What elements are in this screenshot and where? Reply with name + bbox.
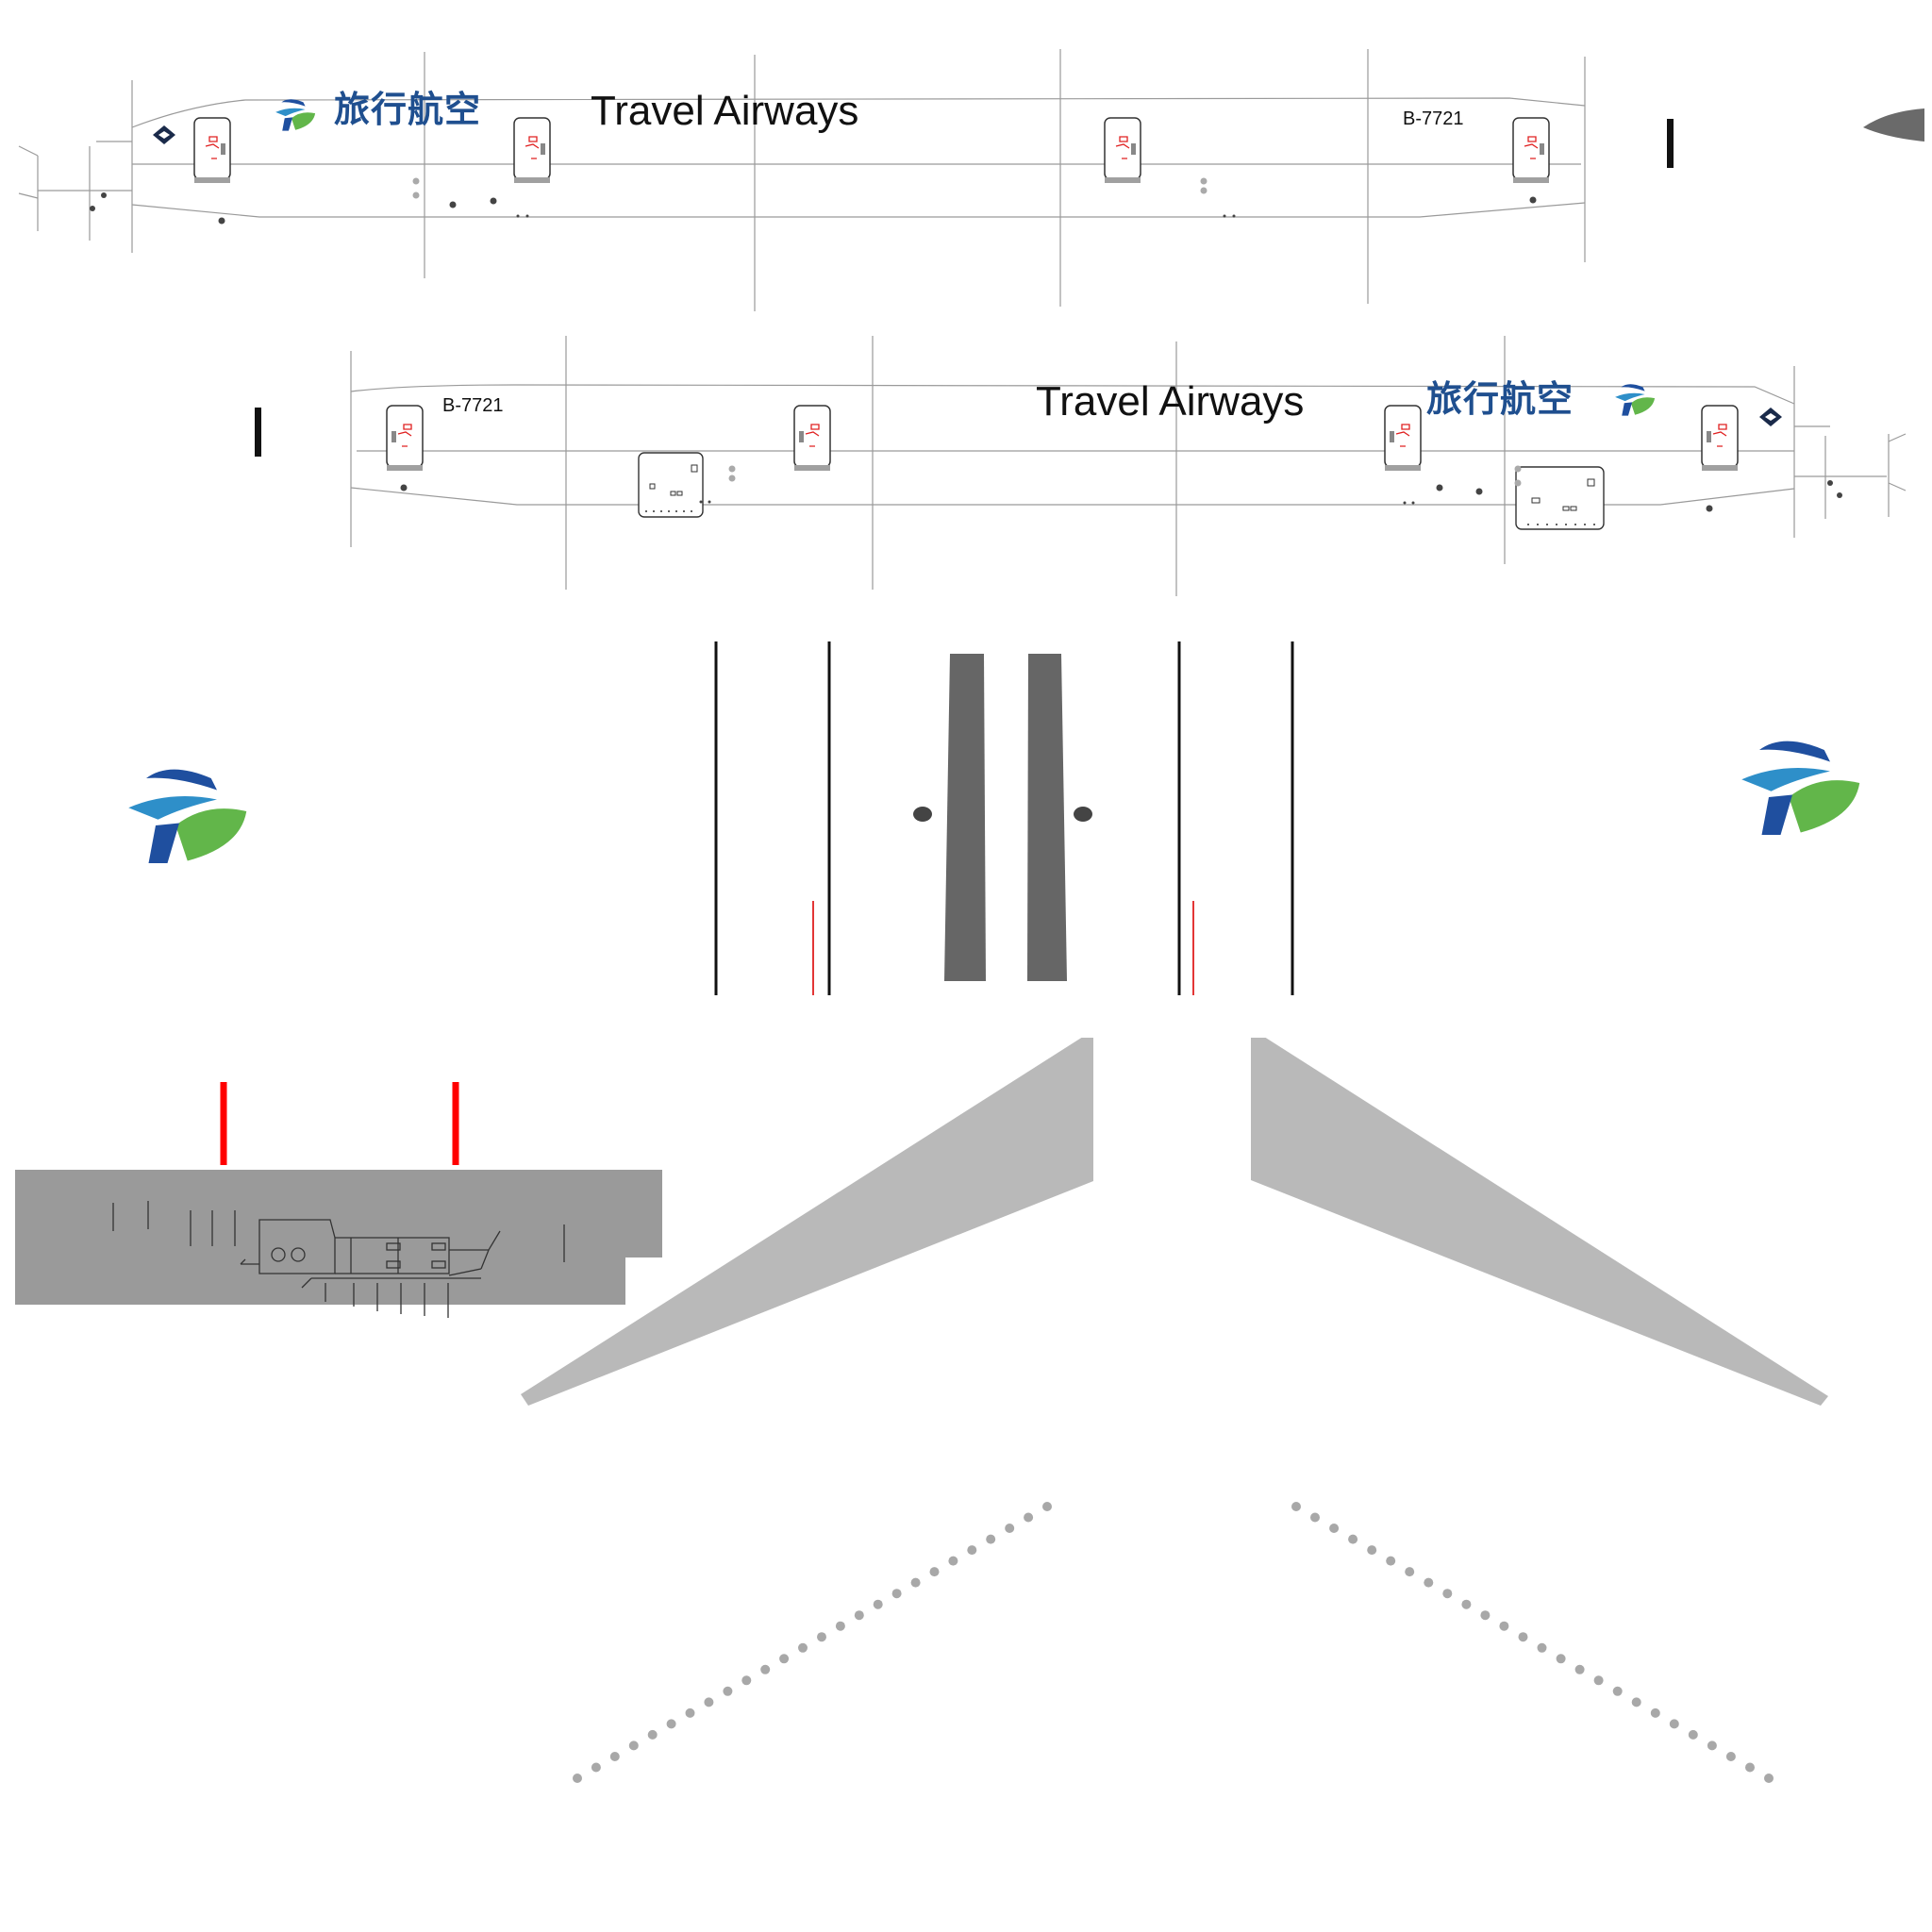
flap-dot [704, 1697, 714, 1707]
flap-dot [760, 1664, 771, 1674]
flap-dot [873, 1599, 883, 1609]
flap-dot [666, 1719, 676, 1729]
flap-dot [1518, 1632, 1528, 1642]
flap-dot [1631, 1697, 1641, 1707]
left-wing [521, 1038, 1093, 1406]
flap-dot [779, 1654, 790, 1664]
flap-dot [1669, 1719, 1679, 1729]
flap-dot [1405, 1567, 1415, 1577]
airline-name-cn-top: 旅行航空 [334, 89, 482, 130]
flap-dot [628, 1740, 639, 1751]
flap-dot [986, 1534, 996, 1544]
flap-dot [1024, 1512, 1034, 1523]
flap-dot [1442, 1589, 1453, 1599]
registration-top: B-7721 [1403, 108, 1464, 129]
diamond-emblem-icon [1759, 408, 1782, 426]
flap-dot [817, 1632, 826, 1642]
flap-dot [1612, 1686, 1623, 1696]
travel-airways-logo-icon [128, 769, 247, 863]
flap-dot [948, 1556, 958, 1566]
wings-and-engine-section [15, 1038, 1828, 1783]
flap-dot [1745, 1762, 1755, 1773]
travel-airways-logo-icon [1741, 741, 1860, 835]
flap-dot [854, 1610, 864, 1621]
flap-dot [1537, 1642, 1547, 1653]
flap-dot [1310, 1512, 1320, 1523]
flap-dot [1499, 1621, 1509, 1631]
flap-dot [1688, 1729, 1698, 1740]
flap-dot [1725, 1752, 1736, 1761]
flap-dot [741, 1675, 752, 1686]
flap-dot [1650, 1707, 1660, 1718]
fuselage-left-side [18, 49, 1924, 311]
flap-dot [723, 1686, 733, 1696]
flap-dot [609, 1752, 620, 1761]
flap-dot [1348, 1534, 1358, 1544]
flap-dot [891, 1589, 902, 1599]
flap-dot [1005, 1524, 1015, 1533]
flap-dot [1574, 1664, 1585, 1674]
flap-dot [798, 1642, 808, 1653]
flap-dot [1707, 1740, 1717, 1751]
tail-and-stripes-section [128, 641, 1860, 995]
diamond-emblem-icon [153, 125, 175, 144]
flap-dot [1386, 1556, 1396, 1566]
flap-dot [1424, 1577, 1434, 1588]
right-wing [1251, 1038, 1828, 1406]
flap-dot [1461, 1599, 1472, 1609]
flap-dot [910, 1577, 921, 1588]
flap-dot [647, 1729, 658, 1740]
flap-dot [1593, 1675, 1604, 1686]
flap-dot [1367, 1545, 1377, 1556]
flap-dot [1042, 1502, 1052, 1511]
flap-dot [835, 1621, 845, 1631]
fuselage-right-side [255, 336, 1907, 596]
travel-airways-logo-icon [275, 99, 316, 131]
flap-dot [929, 1567, 940, 1577]
flap-dot [1329, 1524, 1340, 1533]
airline-name-en-right: Travel Airways [1036, 378, 1305, 425]
airline-name-en-top: Travel Airways [591, 88, 859, 134]
flap-dot [1480, 1610, 1491, 1621]
flap-dot [573, 1774, 582, 1783]
flap-dot [1764, 1774, 1774, 1783]
registration-right: B-7721 [442, 395, 504, 416]
flap-dot [591, 1762, 601, 1773]
airline-name-cn-right: 旅行航空 [1426, 378, 1574, 420]
flap-dot [1291, 1502, 1301, 1511]
flap-dot [967, 1545, 977, 1556]
flap-dot [1556, 1654, 1566, 1664]
travel-airways-logo-icon [1615, 384, 1656, 416]
flap-dot [685, 1707, 695, 1718]
